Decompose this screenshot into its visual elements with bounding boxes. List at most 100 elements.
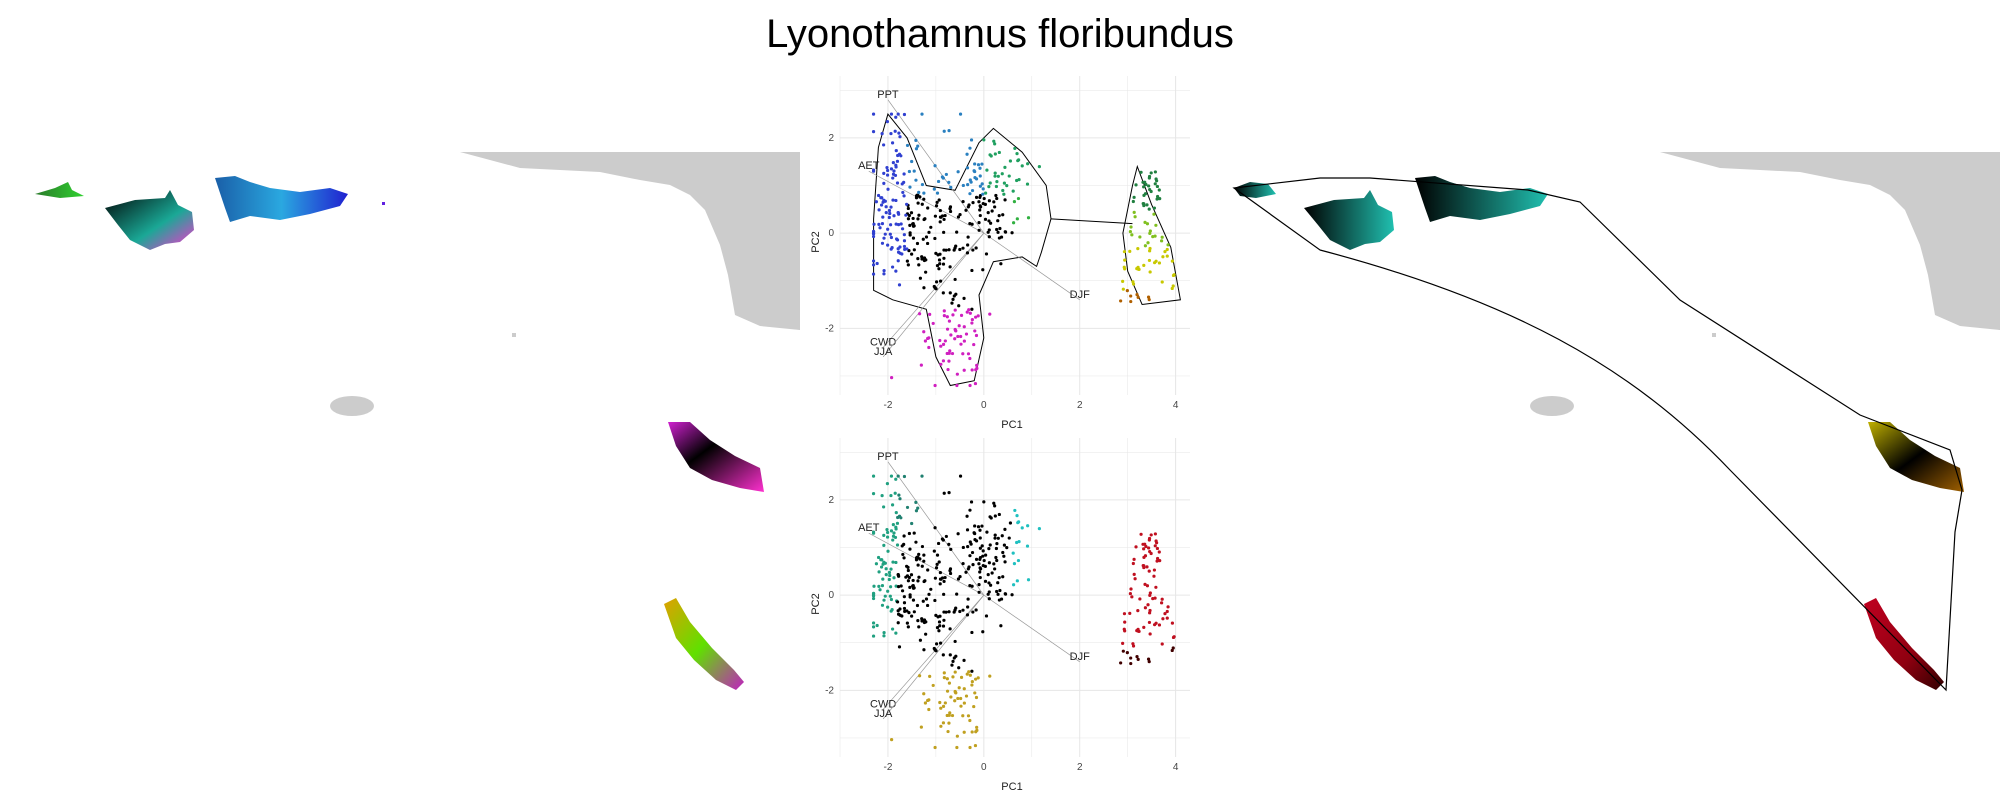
data-point	[1157, 623, 1162, 627]
data-point	[1157, 550, 1161, 554]
data-point	[956, 532, 960, 536]
data-point	[966, 597, 970, 601]
data-point	[1015, 178, 1019, 183]
data-point	[932, 646, 936, 651]
data-point	[947, 681, 952, 685]
data-point	[871, 272, 876, 276]
data-point	[1147, 298, 1151, 302]
data-point	[920, 544, 925, 549]
data-point	[902, 194, 906, 198]
data-point	[886, 243, 890, 247]
data-point	[896, 621, 900, 625]
data-point	[987, 581, 991, 585]
data-point	[938, 220, 942, 224]
data-point	[909, 211, 914, 215]
loading-label: DJF	[1070, 289, 1090, 301]
data-point	[900, 227, 905, 231]
data-point	[953, 639, 957, 644]
data-point	[996, 581, 1000, 585]
data-point	[980, 524, 984, 528]
data-point	[972, 704, 976, 709]
data-point	[939, 362, 943, 366]
data-point	[997, 236, 1001, 240]
data-point	[882, 630, 886, 635]
data-point	[1148, 593, 1152, 597]
data-point	[897, 493, 901, 497]
data-point	[1171, 284, 1175, 288]
data-point	[1131, 199, 1135, 204]
data-point	[947, 129, 951, 133]
data-point	[916, 257, 920, 261]
data-point	[970, 669, 974, 673]
data-point	[980, 162, 984, 166]
data-point	[929, 225, 933, 229]
data-point	[982, 500, 986, 504]
data-point	[964, 570, 968, 574]
data-point	[972, 342, 976, 347]
data-point	[949, 333, 953, 337]
data-point	[935, 263, 940, 268]
data-point	[1011, 221, 1016, 225]
data-point	[950, 713, 955, 718]
data-point	[874, 562, 879, 566]
data-point	[918, 276, 923, 280]
data-point	[970, 317, 974, 322]
data-point	[934, 251, 938, 255]
data-point	[917, 312, 922, 316]
data-point	[1017, 178, 1021, 182]
island-speck	[512, 333, 516, 337]
data-point	[938, 641, 943, 645]
data-point	[880, 603, 885, 607]
data-point	[978, 166, 982, 170]
mainland-coast-tip	[1928, 275, 2000, 330]
data-point	[944, 172, 948, 177]
data-point	[1152, 212, 1156, 216]
data-point	[1147, 660, 1151, 664]
data-point	[959, 313, 964, 317]
data-point	[1149, 189, 1153, 194]
data-point	[977, 562, 981, 566]
island-san-clemente	[664, 598, 744, 690]
y-tick-label: -2	[825, 323, 834, 334]
data-point	[920, 202, 924, 206]
data-point	[882, 543, 886, 548]
data-point	[986, 210, 990, 215]
data-point	[1160, 642, 1164, 646]
data-point	[989, 221, 993, 225]
data-point	[959, 334, 963, 339]
data-point	[982, 138, 986, 142]
data-point	[958, 609, 962, 614]
data-point	[888, 232, 892, 236]
data-point	[884, 567, 888, 571]
data-point	[896, 112, 900, 116]
data-point	[1132, 195, 1136, 199]
data-point	[1154, 177, 1158, 181]
data-point	[973, 381, 978, 386]
data-point	[934, 649, 938, 653]
data-point	[945, 677, 949, 681]
data-point	[897, 574, 901, 578]
data-point	[986, 572, 990, 577]
x-tick-label: -2	[883, 762, 892, 773]
data-point	[950, 663, 954, 667]
data-point	[1149, 551, 1153, 556]
data-point	[877, 570, 881, 574]
data-point	[938, 614, 942, 618]
data-point	[1125, 651, 1129, 655]
data-point	[896, 609, 900, 613]
data-point	[943, 339, 947, 343]
data-point	[1037, 164, 1041, 169]
data-point	[912, 224, 916, 228]
data-point	[1160, 597, 1164, 601]
data-point	[984, 252, 989, 256]
data-point	[985, 168, 989, 172]
data-point	[962, 687, 966, 691]
data-point	[1002, 181, 1007, 185]
data-point	[978, 536, 982, 540]
data-point	[947, 491, 951, 495]
data-point	[907, 531, 911, 536]
data-point	[1146, 241, 1150, 245]
data-point	[905, 202, 909, 206]
data-point	[955, 372, 959, 376]
data-point	[986, 592, 990, 596]
